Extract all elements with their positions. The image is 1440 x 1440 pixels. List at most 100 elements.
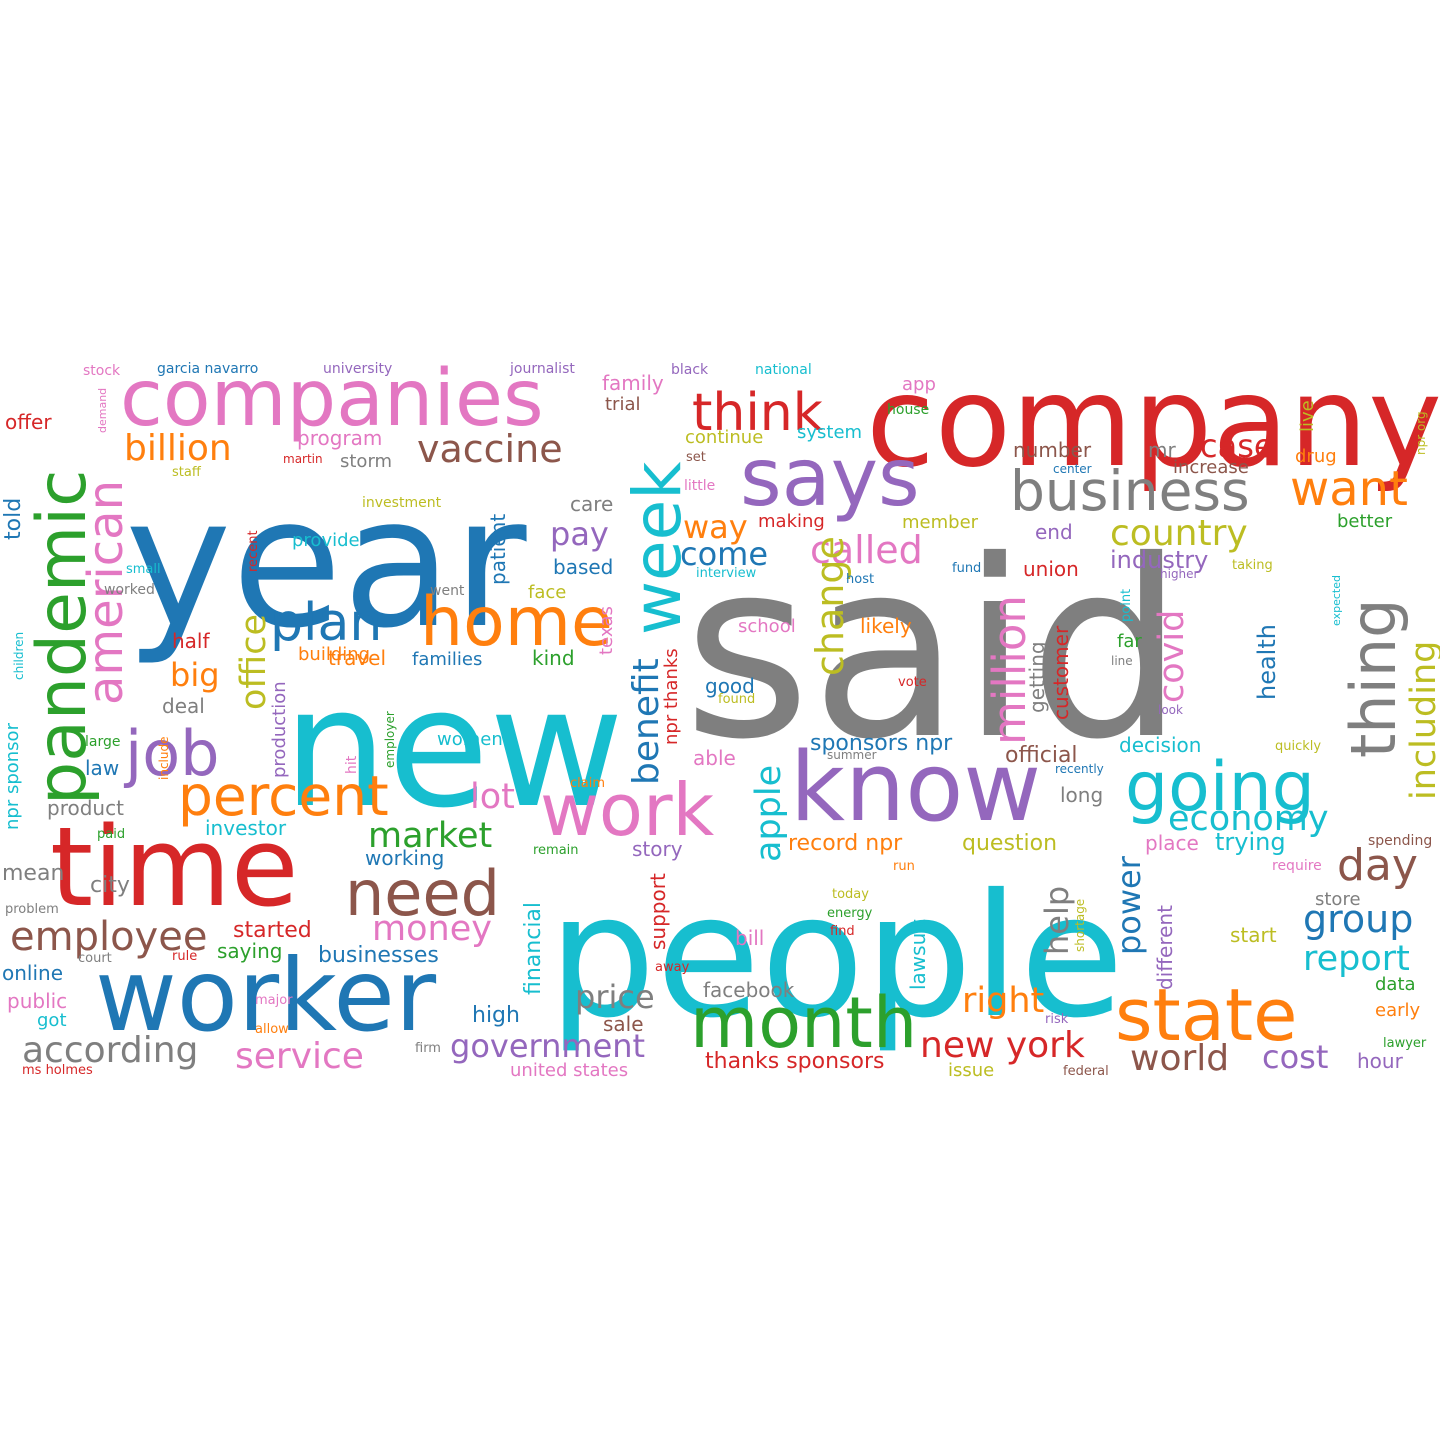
word-building: building <box>298 644 370 665</box>
word-npr-sponsor: npr sponsor <box>2 722 23 830</box>
word-trying: trying <box>1215 828 1286 856</box>
word-recently: recently <box>1055 762 1104 776</box>
word-paid: paid <box>97 827 125 842</box>
word-live: live <box>1297 400 1318 432</box>
word-staff: staff <box>172 465 202 480</box>
word-case: case <box>1200 427 1274 465</box>
word-look: look <box>1158 703 1183 717</box>
word-called: called <box>810 528 923 572</box>
word-percent: percent <box>178 764 389 828</box>
word-hit: hit <box>344 755 360 774</box>
word-able: able <box>693 746 736 770</box>
word-higher: higher <box>1160 567 1199 581</box>
word-making: making <box>758 511 825 532</box>
word-firm: firm <box>415 1041 441 1056</box>
word-end: end <box>1035 520 1073 544</box>
word-small: small <box>126 562 161 577</box>
word-storm: storm <box>340 451 392 472</box>
word-early: early <box>1375 1000 1421 1021</box>
word-union: union <box>1023 557 1079 581</box>
word-change: change <box>808 536 852 676</box>
word-good: good <box>705 674 755 698</box>
word-allow: allow <box>255 1022 289 1037</box>
word-decision: decision <box>1119 733 1201 757</box>
word-company: company <box>866 350 1440 495</box>
word-support: support <box>646 873 670 950</box>
word-business: business <box>1010 459 1250 523</box>
word-npr-thanks: npr thanks <box>661 648 682 745</box>
word-patient: patient <box>486 514 510 585</box>
word-home: home <box>420 583 613 662</box>
word-told: told <box>1 498 26 540</box>
word-university: university <box>323 361 392 377</box>
word-new: new <box>283 652 624 844</box>
word-half: half <box>172 629 210 653</box>
word-pay: pay <box>550 515 609 553</box>
word-federal: federal <box>1063 1064 1109 1079</box>
word-claim: claim <box>570 776 605 791</box>
word-little: little <box>684 478 715 494</box>
word-help: help <box>1038 886 1076 955</box>
word-kind: kind <box>532 646 575 670</box>
word-court: court <box>78 951 112 966</box>
word-offer: offer <box>5 410 52 434</box>
word-provide: provide <box>292 530 360 551</box>
word-way: way <box>683 508 748 546</box>
word-going: going <box>1125 748 1315 827</box>
word-national: national <box>755 362 812 378</box>
word-far: far <box>1117 631 1142 652</box>
word-group: group <box>1303 897 1413 941</box>
word-lawyer: lawyer <box>1383 1036 1427 1051</box>
word-travel: travel <box>328 646 386 670</box>
word-think: think <box>692 383 823 443</box>
word-know: know <box>790 733 1041 843</box>
word-lawsuit: lawsuit <box>906 919 930 990</box>
word-remain: remain <box>533 843 579 858</box>
word-house: house <box>887 402 929 418</box>
word-start: start <box>1230 923 1277 947</box>
word-women: women <box>437 729 503 750</box>
word-vote: vote <box>898 675 927 690</box>
word-plan: plan <box>270 593 382 653</box>
word-fund: fund <box>952 561 981 576</box>
word-rule: rule <box>172 949 197 964</box>
word-pandemic: pandemic <box>23 470 102 805</box>
word-covid: covid <box>1152 610 1192 703</box>
word-need: need <box>345 857 500 930</box>
word-martin: martin <box>283 452 323 466</box>
word-stock: stock <box>83 363 121 379</box>
word-energy: energy <box>827 906 873 921</box>
word-product: product <box>47 796 124 820</box>
word-journalist: journalist <box>509 361 575 377</box>
word-demand: demand <box>96 388 109 433</box>
word-said: said <box>683 508 1184 793</box>
word-today: today <box>832 887 869 902</box>
word-based: based <box>553 555 613 579</box>
word-run: run <box>893 859 915 874</box>
word-world: world <box>1130 1038 1229 1079</box>
word-expected: expected <box>1330 575 1343 626</box>
word-family: family <box>602 371 664 395</box>
word-employer: employer <box>383 711 397 768</box>
word-mr: mr <box>1148 438 1176 462</box>
word-record-npr: record npr <box>788 831 903 856</box>
word-families: families <box>412 649 482 670</box>
word-economy: economy <box>1168 799 1329 839</box>
word-want: want <box>1290 461 1408 517</box>
word-different: different <box>1153 905 1177 990</box>
word-city: city <box>90 873 130 898</box>
word-recent: recent <box>246 530 261 572</box>
word-industry: industry <box>1110 546 1208 574</box>
word-spending: spending <box>1368 833 1432 849</box>
word-month: month <box>690 982 917 1064</box>
word-story: story <box>632 837 683 861</box>
word-question: question <box>962 831 1057 856</box>
word-likely: likely <box>860 614 912 638</box>
word-country: country <box>1110 513 1248 554</box>
word-service: service <box>235 1036 364 1077</box>
word-worked: worked <box>104 582 155 598</box>
word-bill: bill <box>735 926 764 950</box>
word-better: better <box>1337 511 1393 532</box>
word-thanks-sponsors: thanks sponsors <box>705 1049 884 1074</box>
